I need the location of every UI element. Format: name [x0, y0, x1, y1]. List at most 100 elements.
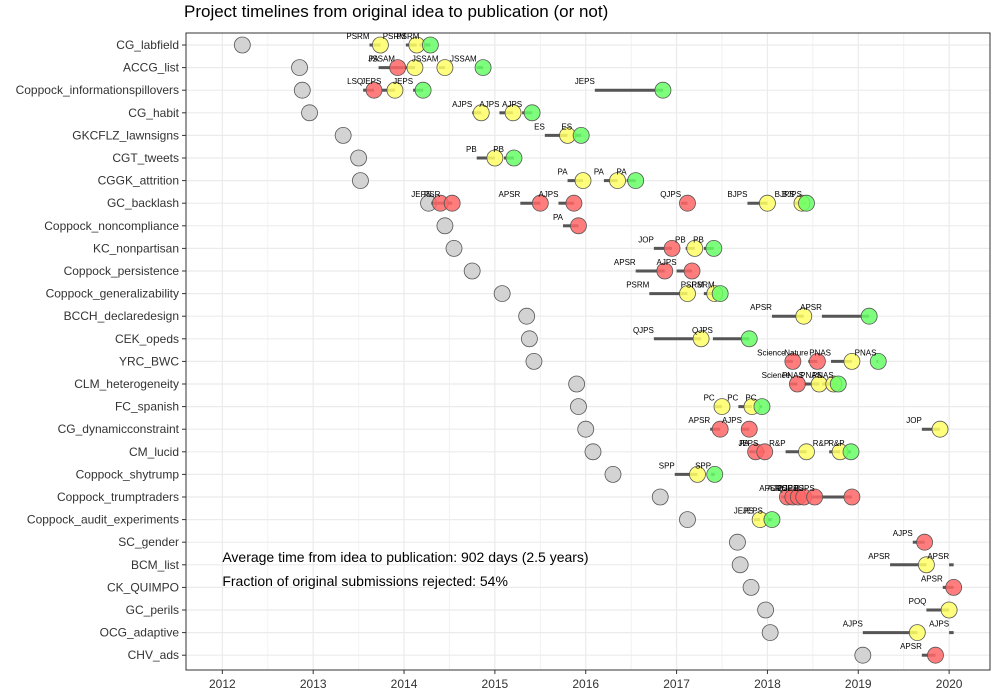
journal-label: AJPS — [538, 190, 558, 199]
journal-label: APSR — [927, 552, 949, 561]
y-tick-label: CM_lucid — [129, 445, 179, 459]
decision-point — [789, 375, 806, 393]
journal-label: PC — [745, 394, 756, 403]
decision-point — [504, 104, 522, 122]
x-tick-label: 2019 — [845, 677, 872, 691]
journal-label: JEPS — [411, 190, 431, 199]
y-tick-label: Coppock_shytrump — [76, 467, 180, 481]
journal-label: PB — [466, 145, 477, 154]
idea-point — [570, 398, 587, 416]
journal-label: QJPS — [660, 190, 681, 199]
journal-label: QJPS — [777, 484, 798, 493]
journal-label: BJPS — [727, 190, 747, 199]
journal-label: Nature — [784, 348, 809, 357]
journal-label: ES — [561, 122, 572, 131]
idea-point — [651, 488, 669, 506]
idea-point — [301, 104, 318, 122]
decision-point — [654, 81, 672, 99]
decision-point — [472, 104, 490, 122]
idea-point — [568, 375, 586, 393]
decision-point — [916, 533, 933, 551]
decision-point — [806, 488, 824, 506]
journal-label: PSR — [424, 190, 441, 199]
decision-point — [609, 172, 626, 190]
y-tick-label: BCM_list — [131, 558, 180, 572]
journal-label: AJPS — [929, 620, 949, 629]
journal-label: JOP — [906, 416, 922, 425]
decision-point — [705, 239, 723, 257]
y-tick-label: SC_gender — [118, 535, 179, 549]
journal-label: APSR — [750, 303, 772, 312]
journal-label: APSR — [759, 484, 781, 493]
x-tick-label: 2020 — [936, 677, 963, 691]
x-tick-label: 2015 — [482, 677, 509, 691]
journal-label: PA — [369, 55, 380, 64]
journal-label: PB — [693, 235, 704, 244]
y-tick-label: CHV_ads — [128, 648, 179, 662]
decision-point — [474, 59, 492, 76]
journal-label: LSQ — [347, 77, 363, 86]
y-tick-label: Coppock_persistence — [64, 264, 180, 278]
y-tick-label: GKCFLZ_lawnsigns — [72, 128, 179, 142]
journal-label: PNAS — [809, 348, 831, 357]
decision-point — [763, 511, 781, 528]
y-tick-label: Coppock_generalizability — [46, 287, 179, 301]
idea-point — [577, 420, 595, 438]
y-tick-label: KC_nonpartisan — [93, 241, 179, 255]
journal-label: BJPS — [782, 190, 802, 199]
y-tick-label: GC_backlash — [107, 196, 179, 210]
y-tick-label: CG_dynamicconstraint — [58, 422, 180, 436]
journal-label: JEPS — [575, 77, 595, 86]
journal-label: JEPS — [784, 484, 804, 493]
journal-label: R&P — [813, 439, 829, 448]
decision-point — [372, 36, 389, 54]
journal-label: PA — [617, 168, 628, 177]
decision-point — [443, 194, 461, 212]
journal-label: PA — [594, 168, 605, 177]
journal-label: AJPS — [767, 484, 787, 493]
decision-point — [689, 465, 706, 483]
journal-label: QJPS — [633, 326, 654, 335]
journal-label: JSSAM — [368, 55, 395, 64]
decision-point — [931, 420, 949, 438]
journal-label: APSR — [614, 258, 636, 267]
decision-point — [759, 194, 776, 212]
journal-label: APSR — [868, 552, 890, 561]
idea-point — [761, 624, 779, 641]
decision-point — [940, 601, 958, 619]
journal-label: APSR — [688, 416, 710, 425]
journal-label: AJPS — [479, 100, 499, 109]
idea-point — [436, 217, 454, 235]
idea-point — [757, 601, 775, 619]
decision-point — [565, 194, 583, 212]
decision-point — [683, 262, 701, 280]
journal-label: PNAS — [855, 348, 877, 357]
journal-label: JEPS — [361, 77, 381, 86]
journal-label: AJPS — [722, 416, 742, 425]
journal-label: PNAS — [812, 371, 834, 380]
y-tick-label: CGT_tweets — [112, 151, 179, 165]
y-tick-label: BCCH_declaredesign — [64, 309, 179, 323]
decision-point — [784, 352, 802, 370]
decision-point — [365, 81, 383, 99]
journal-label: PNAS — [800, 371, 822, 380]
journal-label: PA — [553, 213, 564, 222]
decision-point — [842, 443, 860, 461]
decision-point — [570, 217, 587, 235]
journal-label: JEPS — [743, 507, 763, 516]
decision-point — [711, 285, 729, 303]
decision-point — [627, 172, 645, 190]
journal-label: AJPS — [893, 529, 913, 538]
decision-point — [918, 556, 935, 574]
decision-point — [389, 59, 407, 76]
journal-label: APSR — [800, 303, 822, 312]
journal-label: PSRM — [692, 281, 715, 290]
journal-label: PB — [493, 145, 504, 154]
y-tick-label: ACCG_list — [123, 61, 180, 75]
decision-point — [706, 465, 724, 483]
journal-label: BJPS — [795, 484, 815, 493]
idea-point — [293, 81, 311, 99]
decision-point — [523, 104, 541, 122]
journal-label: PC — [727, 394, 738, 403]
